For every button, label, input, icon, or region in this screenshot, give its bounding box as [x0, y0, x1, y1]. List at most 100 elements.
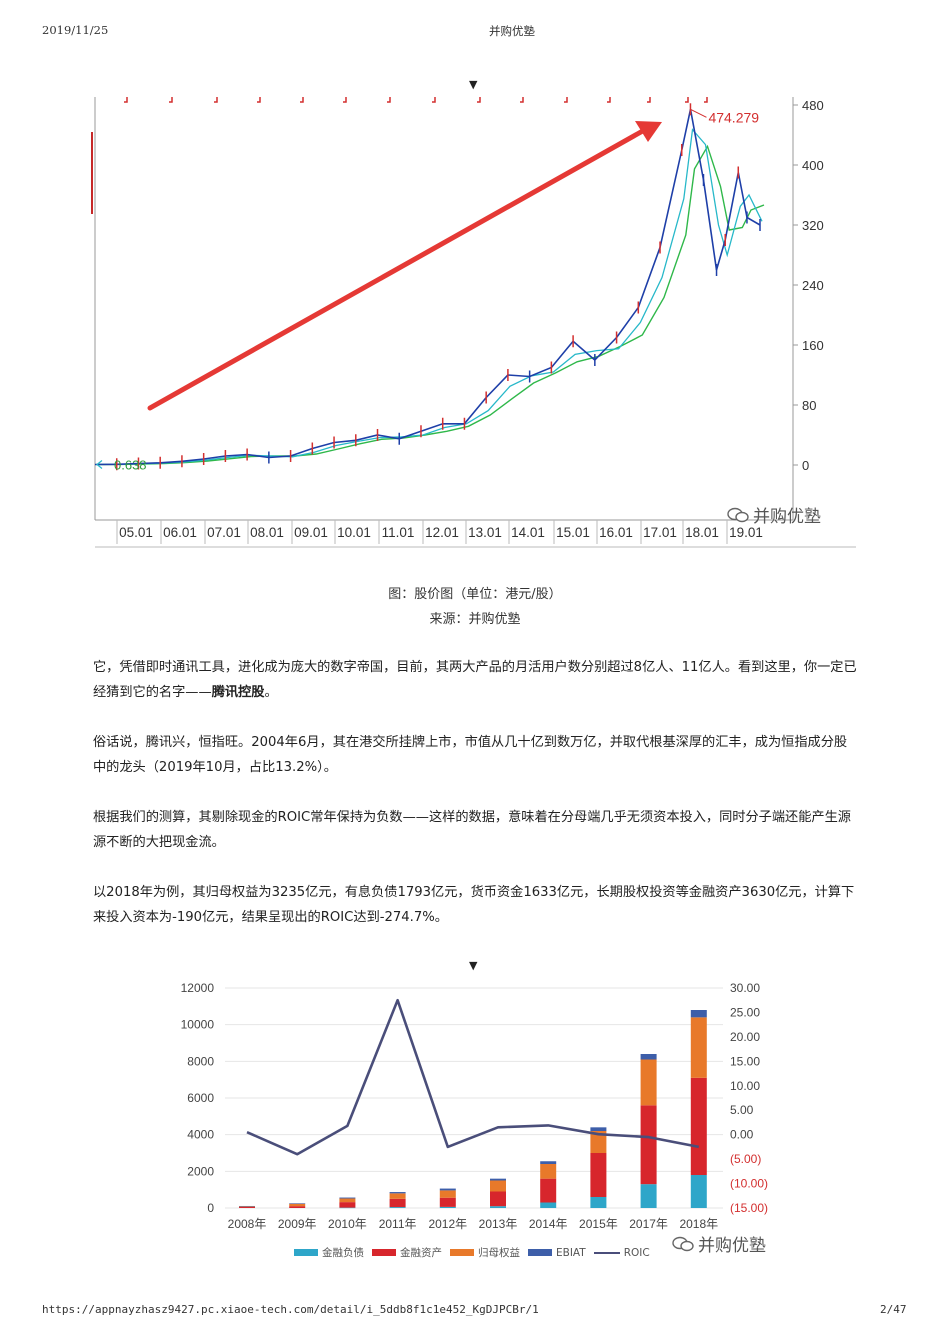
chart1-xtick-label: 05.01: [119, 525, 153, 540]
chart2-y2tick-label: (10.00): [730, 1177, 768, 1191]
chart2-bar-segment: [339, 1197, 356, 1199]
chart1-ytick-label: 320: [802, 218, 824, 233]
chart2-bar-segment: [490, 1191, 506, 1207]
chart1-ytick-label: 80: [802, 398, 816, 413]
chart1-top-marker: [343, 97, 347, 103]
chart2-y2tick-label: 0.00: [730, 1128, 754, 1142]
chart2-bar-segment: [590, 1127, 607, 1131]
chart2-bar-segment: [239, 1205, 255, 1207]
chart2-bar-segment: [540, 1202, 557, 1208]
chart1-price-line: [94, 109, 761, 466]
chart2-y2tick-label: 15.00: [730, 1054, 760, 1068]
chart1-top-marker: [477, 97, 481, 103]
header-title: 并购优塾: [489, 24, 535, 38]
chart2-bar-segment: [590, 1131, 607, 1153]
chart2-ytick-label: 10000: [181, 1018, 215, 1032]
chart1-trend-arrow-head-icon: [635, 121, 662, 142]
chart1-left-red-mark: [91, 132, 93, 214]
chart1-top-marker: [214, 97, 218, 103]
chart2-xtick-label: 2008年: [228, 1217, 267, 1231]
chart2-bar-segment: [540, 1164, 557, 1179]
chart2-bar-segment: [389, 1192, 406, 1194]
chart2-ytick-label: 0: [207, 1201, 214, 1215]
legend-item-roic: ROIC: [593, 1246, 650, 1259]
chart2-y2tick-label: 20.00: [730, 1030, 760, 1044]
collapse-marker-1[interactable]: ▼: [469, 78, 478, 91]
chart2-xtick-label: 2011年: [379, 1217, 417, 1231]
chart1-top-marker: [257, 97, 261, 103]
stock-price-chart: 0 80 160 240 320 400 480 05.01 06.01 07.01 08.01 09…: [91, 97, 856, 548]
chart2-bar-segment: [289, 1203, 306, 1204]
paragraph-2: 俗话说，腾讯兴，恒指旺。2004年6月，其在港交所挂牌上市，市值从几十亿到数万亿…: [93, 735, 848, 775]
chart2-bar-segment: [439, 1197, 456, 1207]
legend-item-financial-assets: 金融资产: [372, 1245, 442, 1260]
chart2-ytick-label: 2000: [187, 1164, 214, 1178]
paragraph-3: 根据我们的测算，其剔除现金的ROIC常年保持为负数——这样的数据，意味着在分母端…: [93, 810, 851, 850]
chart2-bar-segment: [239, 1206, 255, 1208]
chart1-top-marker: [169, 97, 173, 103]
chart1-high-leader: [690, 108, 707, 118]
chart1-xtick-label: 08.01: [250, 525, 284, 540]
chart1-low-arrow-icon: [96, 460, 103, 469]
chart2-xtick-label: 2017年: [629, 1217, 668, 1231]
chart1-xtick-label: 10.01: [337, 525, 371, 540]
chart1-xtick-label: 17.01: [643, 525, 677, 540]
chart1-xtick-label: 12.01: [425, 525, 459, 540]
chart1-xtick-label: 14.01: [511, 525, 545, 540]
chart1-xtick-label: 16.01: [599, 525, 633, 540]
chart2-bar-segment: [640, 1184, 657, 1208]
chart2-xtick-label: 2009年: [278, 1217, 317, 1231]
chart1-xtick-label: 06.01: [163, 525, 197, 540]
chart1-xtick-label: 07.01: [207, 525, 241, 540]
chart2-ytick-label: 6000: [187, 1091, 214, 1105]
chart2-bar-segment: [439, 1190, 456, 1198]
chart1-xtick-label: 18.01: [685, 525, 719, 540]
chart2-y2tick-label: (5.00): [730, 1152, 761, 1166]
legend-label: 金融资产: [400, 1247, 442, 1259]
legend-swatch: [528, 1249, 552, 1256]
chart2-bar-segment: [590, 1153, 607, 1197]
chart2-xtick-label: 2010年: [328, 1217, 367, 1231]
chart2-bar-segment: [339, 1202, 356, 1208]
company-name: 腾讯控股: [211, 685, 265, 700]
chart2-bar-segment: [590, 1197, 607, 1208]
chart2-y2tick-label: 25.00: [730, 1005, 760, 1019]
chart2-bar-segment: [490, 1178, 506, 1181]
footer-page-number: 2/47: [880, 1303, 907, 1316]
watermark-text: 并购优塾: [698, 1236, 766, 1256]
chart1-low-label: 0.638: [114, 458, 147, 473]
chart1-high-label: 474.279: [708, 109, 759, 125]
footer-url[interactable]: https://appnayzhasz9427.pc.xiaoe-tech.co…: [42, 1303, 539, 1316]
chart2-bar-segment: [289, 1203, 306, 1207]
figure1-source: 来源：并购优塾: [429, 612, 521, 627]
chart2-y2tick-label: 5.00: [730, 1103, 754, 1117]
chart1-ma-short-line: [96, 128, 763, 466]
chart1-ytick-label: 0: [802, 458, 809, 473]
legend-swatch: [450, 1249, 474, 1256]
header-date: 2019/11/25: [42, 23, 109, 37]
chart1-ytick-label: 160: [802, 338, 824, 353]
chart1-xtick-label: 09.01: [294, 525, 328, 540]
chart2-ytick-label: 4000: [187, 1128, 214, 1142]
legend-label: ROIC: [623, 1246, 650, 1259]
chart2-bar-segment: [339, 1207, 356, 1209]
collapse-marker-2[interactable]: ▼: [469, 959, 478, 972]
legend-label: 归母权益: [478, 1247, 520, 1259]
capital-structure-chart: 0 2000 4000 6000 8000 10000 12000 30.00 25.00 20.…: [181, 981, 768, 1231]
chart2-bar-segment: [690, 1175, 707, 1208]
chart2-xtick-label: 2013年: [479, 1217, 518, 1231]
chart2-bar-segment: [389, 1198, 406, 1208]
chart2-bar-segment: [439, 1206, 456, 1208]
chart1-xtick-label: 13.01: [468, 525, 502, 540]
wechat-logo-icon: [727, 507, 749, 522]
chart2-xtick-label: 2015年: [579, 1217, 618, 1231]
chart2-bar-segment: [389, 1193, 406, 1199]
chart1-top-marker: [432, 97, 436, 103]
chart1-ytick-label: 480: [802, 98, 824, 113]
chart2-bar-segment: [339, 1198, 356, 1203]
chart1-top-marker: [564, 97, 568, 103]
chart1-xtick-label: 19.01: [729, 525, 763, 540]
legend-swatch: [294, 1249, 318, 1256]
legend-item-ebiat: EBIAT: [528, 1247, 586, 1259]
chart2-ytick-label: 12000: [181, 981, 215, 995]
